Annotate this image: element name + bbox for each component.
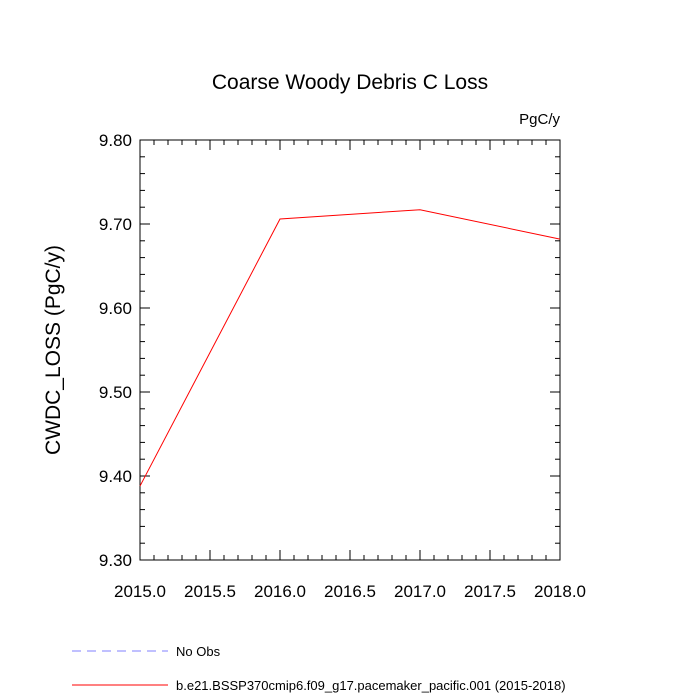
legend: No Obs b.e21.BSSP370cmip6.f09_g17.pacemak… xyxy=(72,644,566,693)
y-tick-label: 9.30 xyxy=(99,551,132,570)
x-tick-label: 2018.0 xyxy=(534,582,586,601)
y-tick-label: 9.50 xyxy=(99,383,132,402)
x-tick-label: 2015.5 xyxy=(184,582,236,601)
y-tick-label: 9.40 xyxy=(99,467,132,486)
x-tick-label: 2016.0 xyxy=(254,582,306,601)
units-label: PgC/y xyxy=(519,111,560,128)
series-layer xyxy=(139,209,561,487)
tick-labels: 2015.0 2015.5 2016.0 2016.5 2017.0 2017.5 2018… xyxy=(99,131,586,601)
y-tick-label: 9.60 xyxy=(99,299,132,318)
x-tick-label: 2015.0 xyxy=(114,582,166,601)
y-tick-label: 9.80 xyxy=(99,131,132,150)
y-axis-label: CWDC_LOSS (PgC/y) xyxy=(42,245,65,455)
chart-title: Coarse Woody Debris C Loss xyxy=(212,71,488,94)
x-tick-label: 2016.5 xyxy=(324,582,376,601)
x-tick-label: 2017.0 xyxy=(394,582,446,601)
legend-label: No Obs xyxy=(176,644,221,659)
legend-label: b.e21.BSSP370cmip6.f09_g17.pacemaker_pac… xyxy=(176,678,566,693)
plot-area xyxy=(139,139,561,561)
x-tick-label: 2017.5 xyxy=(464,582,516,601)
plot-frame xyxy=(139,139,561,561)
y-tick-label: 9.70 xyxy=(99,215,132,234)
series-line xyxy=(139,209,561,487)
axis-ticks xyxy=(139,139,561,561)
